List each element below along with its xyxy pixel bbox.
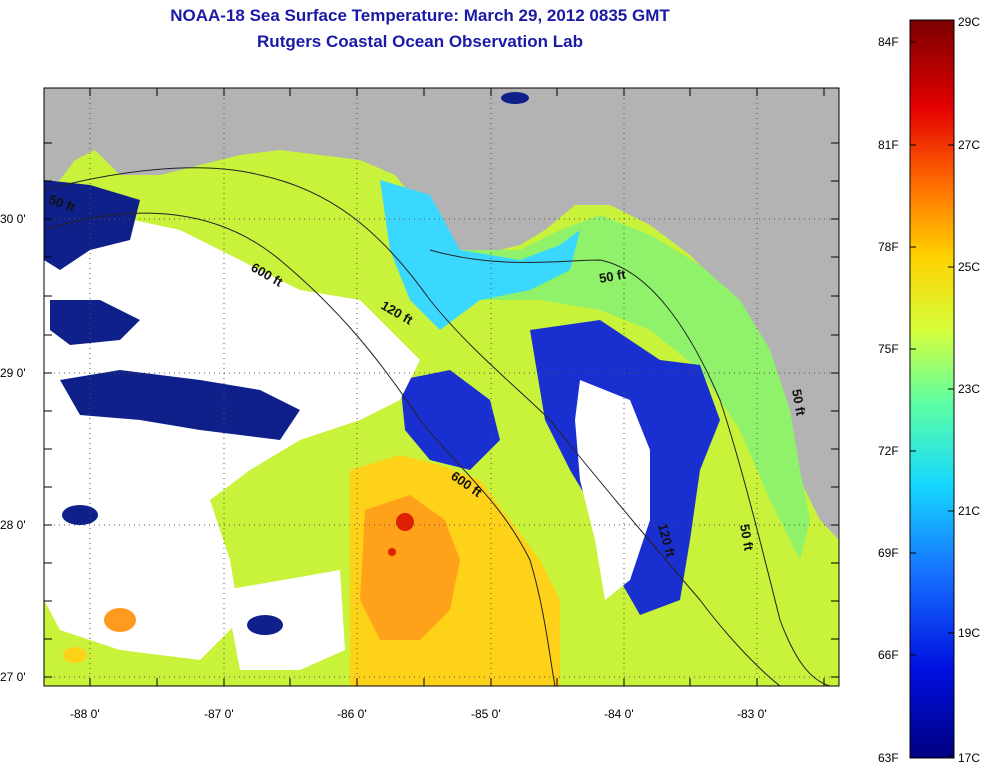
hot-spot <box>396 513 414 531</box>
cold-patches <box>50 300 140 345</box>
colorbar-c-label: 29C <box>958 15 980 29</box>
cloud-mask <box>44 215 420 660</box>
inland-water <box>501 92 529 104</box>
lon-label: -83 0' <box>737 707 767 721</box>
lat-label: 29 0' <box>0 366 26 380</box>
colorbar-f-label: 78F <box>878 240 899 254</box>
colorbar <box>909 19 955 759</box>
map-title: NOAA-18 Sea Surface Temperature: March 2… <box>170 6 670 25</box>
lon-label: -85 0' <box>471 707 501 721</box>
cloud-mask <box>575 380 650 600</box>
colorbar-ticks <box>910 19 954 757</box>
colorbar-f-label: 81F <box>878 138 899 152</box>
colorbar-f-label: 84F <box>878 35 899 49</box>
colorbar-c-label: 21C <box>958 504 980 518</box>
lat-label: 28 0' <box>0 518 26 532</box>
colorbar-c-label: 19C <box>958 626 980 640</box>
map-frame <box>43 87 840 687</box>
cold-patches <box>60 370 300 440</box>
lon-label: -86 0' <box>337 707 367 721</box>
colorbar-f-label: 63F <box>878 751 899 765</box>
warm-patch <box>63 647 87 663</box>
colorbar-f-label: 66F <box>878 648 899 662</box>
cold-patches <box>44 180 140 270</box>
colorbar-c-label: 25C <box>958 260 980 274</box>
lon-label: -87 0' <box>204 707 234 721</box>
contour-label: 50 ft <box>737 523 757 553</box>
warm-patch <box>104 608 136 632</box>
contour-label: 50 ft <box>598 266 628 286</box>
colorbar-f-label: 75F <box>878 342 899 356</box>
cool-nearshore <box>380 180 580 330</box>
colorbar-f-label: 69F <box>878 546 899 560</box>
axis-ticks <box>44 88 839 686</box>
coastal-band <box>440 215 810 560</box>
colorbar-c-label: 23C <box>958 382 980 396</box>
cold-patches <box>247 615 283 635</box>
colorbar-c-label: 27C <box>958 138 980 152</box>
lat-label: 27 0' <box>0 670 26 684</box>
land-area <box>44 88 839 540</box>
contour-label: 50 ft <box>789 388 809 418</box>
depth-contours <box>44 167 831 686</box>
cold-water-region <box>400 370 500 470</box>
colorbar-c-label: 17C <box>958 751 980 765</box>
map-subtitle: Rutgers Coastal Ocean Observation Lab <box>257 32 583 51</box>
lon-label: -88 0' <box>70 707 100 721</box>
lat-label: 30 0' <box>0 212 26 226</box>
lon-label: -84 0' <box>604 707 634 721</box>
cloud-mask <box>225 570 345 670</box>
cold-patches <box>62 505 98 525</box>
colorbar-f-label: 72F <box>878 444 899 458</box>
hot-water-region <box>360 495 460 640</box>
map-field: 50 ft 600 ft 120 ft 50 ft 600 ft 120 ft … <box>44 88 839 686</box>
hot-spot <box>388 548 396 556</box>
